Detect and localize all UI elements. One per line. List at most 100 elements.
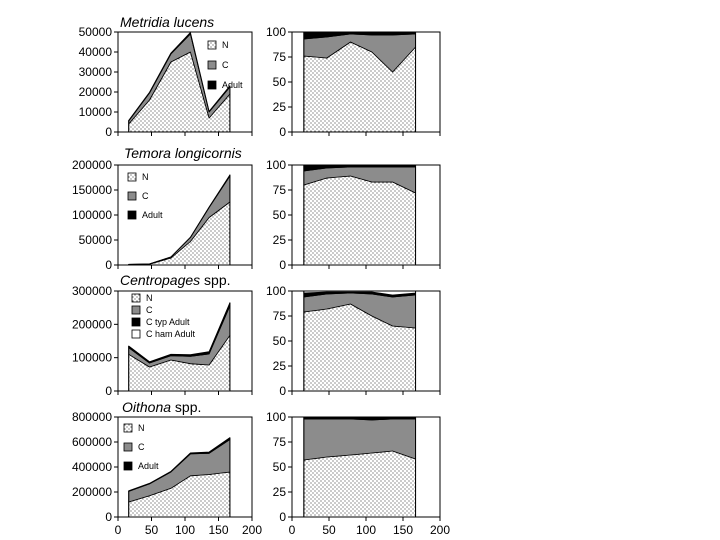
legend-label: Adult	[138, 461, 159, 471]
chart-panel: 0 100000 200000 300000 Centropages spp. NC C t…	[72, 272, 253, 398]
y-tick-label: 30000	[79, 65, 113, 79]
legend-label: C	[142, 191, 149, 201]
chart-panel: 0 25 50 75 100	[266, 25, 441, 139]
legend-swatch	[131, 293, 141, 303]
y-tick-label: 20000	[79, 85, 113, 99]
legend-swatch	[123, 442, 133, 452]
y-tick-label: 200000	[72, 317, 112, 331]
chart-title: Temora longicornis	[124, 145, 242, 161]
chart-title-taxon: Temora longicornis	[124, 145, 242, 161]
y-tick-label: 800000	[72, 410, 112, 424]
y-tick-label: 75	[273, 309, 287, 323]
legend-swatch	[127, 191, 137, 201]
legend-label: C	[138, 442, 145, 452]
x-tick-label: 100	[356, 523, 376, 537]
y-tick-label: 100	[266, 25, 286, 39]
chart-title-suffix: spp.	[171, 399, 201, 415]
x-tick-label: 0	[289, 523, 296, 537]
legend-label: N	[146, 293, 153, 303]
y-tick-label: 0	[105, 125, 112, 139]
y-tick-label: 50000	[79, 25, 113, 39]
y-tick-label: 75	[273, 50, 287, 64]
y-tick-label: 400000	[72, 460, 112, 474]
y-tick-label: 25	[273, 359, 287, 373]
legend: NC C typ Adult C ham Adult	[131, 293, 196, 339]
y-tick-label: 100	[266, 410, 286, 424]
legend-swatch	[207, 60, 217, 70]
legend-label: N	[142, 172, 149, 182]
chart-title-suffix: spp.	[200, 272, 230, 288]
legend-label: N	[222, 40, 229, 50]
chart-panel: 0 25 50 75 100 0 50 100 150 200	[266, 410, 450, 537]
chart-title: Centropages spp.	[120, 272, 231, 288]
area-series-n	[303, 175, 416, 266]
legend-swatch	[207, 40, 217, 50]
y-tick-label: 10000	[79, 105, 113, 119]
legend-swatch	[131, 305, 141, 315]
x-tick-label: 50	[322, 523, 336, 537]
x-tick-label: 200	[430, 523, 450, 537]
legend: NC Adult	[123, 423, 159, 471]
y-tick-label: 150000	[72, 183, 112, 197]
y-tick-label: 0	[105, 510, 112, 524]
y-tick-label: 100000	[72, 208, 112, 222]
x-tick-label: 100	[175, 523, 195, 537]
y-tick-label: 0	[105, 384, 112, 398]
legend-swatch	[127, 210, 137, 220]
area-series-n	[303, 450, 416, 518]
legend-swatch	[207, 80, 217, 90]
x-tick-label: 0	[115, 523, 122, 537]
legend-label: C ham Adult	[146, 329, 196, 339]
legend-swatch	[127, 172, 137, 182]
chart-title: Oithona spp.	[122, 399, 201, 415]
legend-label: Adult	[142, 210, 163, 220]
y-tick-label: 200000	[72, 158, 112, 172]
chart-title: Metridia lucens	[120, 14, 214, 30]
chart-panel: 0 200000 400000 600000 800000 0 50 100 150 200 Oit…	[72, 399, 262, 537]
legend-label: Adult	[222, 80, 243, 90]
chart-panel: 0 25 50 75 100	[266, 284, 441, 398]
y-tick-label: 40000	[79, 45, 113, 59]
legend-label: C	[146, 305, 153, 315]
legend-swatch	[131, 329, 141, 339]
y-tick-label: 300000	[72, 284, 112, 298]
legend-label: N	[138, 423, 145, 433]
legend-label: C	[222, 60, 229, 70]
y-tick-label: 100	[266, 284, 286, 298]
y-tick-label: 0	[105, 258, 112, 272]
y-tick-label: 0	[279, 384, 286, 398]
chart-title-taxon: Centropages	[120, 272, 200, 288]
x-tick-label: 50	[145, 523, 159, 537]
x-tick-label: 150	[208, 523, 228, 537]
y-tick-label: 50	[273, 75, 287, 89]
y-tick-label: 50	[273, 208, 287, 222]
legend-label: C typ Adult	[146, 317, 190, 327]
legend-swatch	[123, 461, 133, 471]
y-tick-label: 25	[273, 100, 287, 114]
legend: NC Adult	[127, 172, 163, 220]
chart-panel: 0 50000 100000 150000 200000 Temora longicorn…	[72, 145, 253, 272]
y-tick-label: 0	[279, 510, 286, 524]
y-tick-label: 25	[273, 485, 287, 499]
legend: NC Adult	[207, 40, 243, 90]
y-tick-label: 0	[279, 125, 286, 139]
chart-panel: 0 10000 20000 30000 40000 50000 Metridia lucen…	[79, 14, 253, 139]
y-tick-label: 25	[273, 233, 287, 247]
chart-panel: 0 25 50 75 100	[266, 158, 441, 272]
y-tick-label: 0	[279, 258, 286, 272]
y-tick-label: 50000	[79, 233, 113, 247]
legend-swatch	[131, 317, 141, 327]
y-tick-label: 600000	[72, 435, 112, 449]
x-tick-label: 200	[242, 523, 262, 537]
y-tick-label: 75	[273, 435, 287, 449]
y-tick-label: 50	[273, 460, 287, 474]
y-tick-label: 100000	[72, 351, 112, 365]
y-tick-label: 75	[273, 183, 287, 197]
y-tick-label: 100	[266, 158, 286, 172]
chart-title-taxon: Metridia lucens	[120, 14, 214, 30]
y-tick-label: 50	[273, 334, 287, 348]
legend-swatch	[123, 423, 133, 433]
y-tick-label: 200000	[72, 485, 112, 499]
x-tick-label: 150	[393, 523, 413, 537]
